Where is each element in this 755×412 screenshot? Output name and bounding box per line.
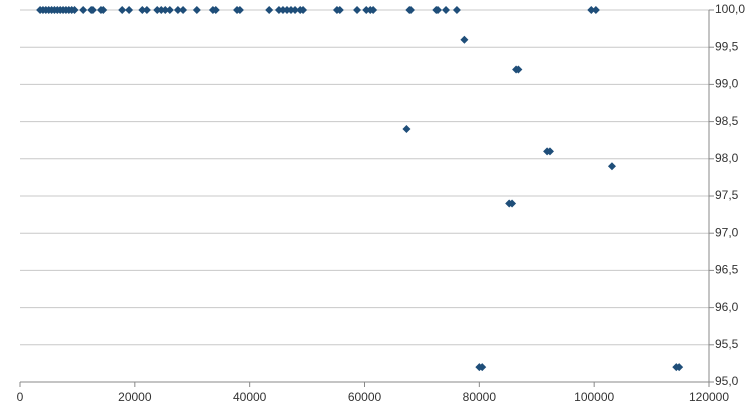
point [99, 6, 108, 14]
y-tick-label: 97,0 [715, 225, 739, 239]
point [433, 6, 442, 14]
point [452, 6, 461, 14]
x-tick-label: 40000 [233, 390, 267, 404]
y-tick-label: 99,0 [715, 77, 739, 91]
point [478, 363, 487, 372]
point [153, 6, 162, 14]
point [402, 125, 411, 134]
x-tick-label: 0 [17, 390, 24, 404]
point [291, 6, 300, 14]
x-tick-label: 60000 [348, 390, 382, 404]
point [142, 6, 151, 14]
point [165, 6, 174, 14]
y-tick-label: 96,0 [715, 300, 739, 314]
point [282, 6, 291, 14]
point [161, 6, 170, 14]
point [192, 6, 201, 14]
y-tick-label: 95,5 [715, 337, 739, 351]
point [587, 6, 596, 14]
point [235, 6, 244, 14]
point [118, 6, 127, 14]
point [79, 6, 88, 14]
point [88, 6, 97, 14]
y-tick-label: 95,0 [715, 374, 739, 388]
point [514, 65, 523, 74]
x-tick-label: 100000 [574, 390, 614, 404]
point [125, 6, 134, 14]
y-tick-label: 100,0 [715, 2, 745, 16]
point [274, 6, 283, 14]
point [407, 6, 416, 14]
x-tick-label: 120000 [689, 390, 729, 404]
point [211, 6, 220, 14]
y-tick-label: 99,5 [715, 39, 739, 53]
point [353, 6, 362, 14]
point [138, 6, 147, 14]
x-tick-label: 80000 [463, 390, 497, 404]
y-tick-label: 96,5 [715, 263, 739, 277]
point [362, 6, 371, 14]
y-tick-label: 98,5 [715, 114, 739, 128]
point [70, 6, 79, 14]
point [287, 6, 296, 14]
point [442, 6, 451, 14]
point [173, 6, 182, 14]
x-tick-label: 20000 [118, 390, 152, 404]
y-tick-label: 98,0 [715, 151, 739, 165]
point [591, 6, 600, 14]
point [157, 6, 166, 14]
point [335, 6, 344, 14]
point [179, 6, 188, 14]
point [460, 35, 469, 44]
point [299, 6, 308, 14]
point [265, 6, 274, 14]
point [675, 363, 684, 372]
point [607, 162, 616, 171]
y-tick-label: 97,5 [715, 188, 739, 202]
point [508, 199, 517, 208]
point [545, 147, 554, 156]
point [278, 6, 287, 14]
point [369, 6, 378, 14]
